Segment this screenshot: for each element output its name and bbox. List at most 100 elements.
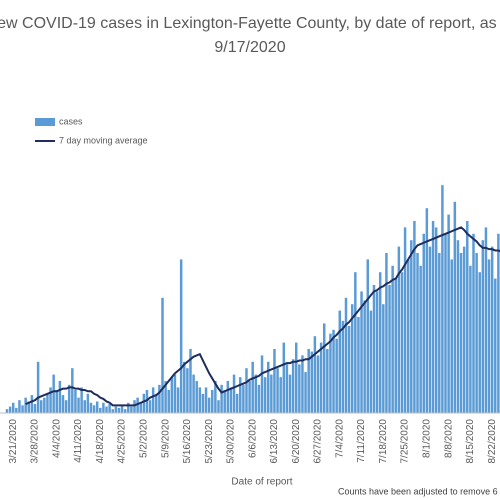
bar [95,401,99,413]
bar [319,342,323,413]
bar [360,291,363,413]
bar [310,351,314,413]
bar [459,253,463,413]
x-tick-label: 7/11/2020 [356,419,367,463]
bar [413,221,416,413]
bar [478,272,481,413]
bar [251,361,254,413]
bar [232,374,236,413]
x-tick-label: 4/11/2020 [73,419,84,463]
bar [248,381,251,413]
bar [406,259,410,413]
bar [326,349,329,413]
bar [494,278,497,413]
bar [77,397,80,413]
bar [18,400,21,413]
bar [438,253,441,413]
bar [313,336,317,413]
bar [338,310,342,413]
bar [136,397,139,413]
bar [71,368,74,413]
bar [419,265,422,413]
bar [273,349,276,413]
bar [239,377,242,413]
bar [158,384,161,413]
x-tick-label: 5/9/2020 [160,419,171,458]
bar [155,395,158,413]
bar [58,381,62,413]
bar [179,259,183,413]
bar [24,397,27,413]
bar [316,355,320,413]
x-tick-label: 7/18/2020 [378,419,389,464]
x-tick-label: 8/1/2020 [421,419,432,458]
bar [307,349,310,413]
footnote: Counts have been adjusted to remove 6 [338,486,498,496]
bar [397,246,401,413]
bar [375,291,379,413]
bar [357,317,360,413]
legend-label: cases [59,116,83,126]
bar [329,333,332,413]
bar [61,395,65,413]
bar [456,240,460,413]
bar [11,402,15,413]
bar [366,259,370,413]
bar [394,278,397,413]
bar [301,355,304,413]
x-tick-label: 5/23/2020 [204,419,215,464]
bar [220,384,223,413]
bar [431,221,435,413]
bar [257,384,261,413]
bar [481,240,485,413]
bar [444,233,447,413]
bar [282,342,286,413]
bar [46,393,49,413]
bar [33,404,37,413]
bar [83,400,86,413]
bar [43,397,46,413]
bar [217,400,220,413]
x-tick-label: 6/20/2020 [291,419,302,464]
bar [382,304,385,413]
bar [369,310,373,413]
bar [469,265,472,413]
bar [164,381,167,413]
bar [102,402,105,413]
bar [322,323,326,413]
bar [235,393,239,413]
bar [434,227,438,413]
x-tick-label: 4/25/2020 [117,419,128,464]
x-tick-label: 6/27/2020 [313,419,324,464]
bar [8,406,12,413]
x-tick-label: 5/30/2020 [226,419,237,464]
bar [391,265,394,413]
bar [114,406,118,413]
bar [204,387,208,413]
legend-label: 7 day moving average [59,135,148,145]
bar [89,402,93,413]
bar [173,374,177,413]
bar [344,297,348,413]
x-tick-label: 6/6/2020 [247,419,258,458]
bar [201,393,205,413]
bar [105,406,108,413]
bar [108,404,111,413]
bar [416,253,419,413]
x-tick-label: 8/22/2020 [487,419,498,464]
bar [363,300,366,413]
bar [5,409,9,413]
bar [276,368,279,413]
bar [195,381,198,413]
bar [270,374,273,413]
legend-swatch [35,118,55,126]
bar [484,227,488,413]
bar [55,389,59,413]
bar [139,402,142,413]
bar [242,384,245,413]
bar [183,361,186,413]
x-tick-label: 7/25/2020 [400,419,411,464]
bar [285,364,289,413]
bar [80,387,83,413]
x-tick-label: 4/18/2020 [95,419,106,464]
